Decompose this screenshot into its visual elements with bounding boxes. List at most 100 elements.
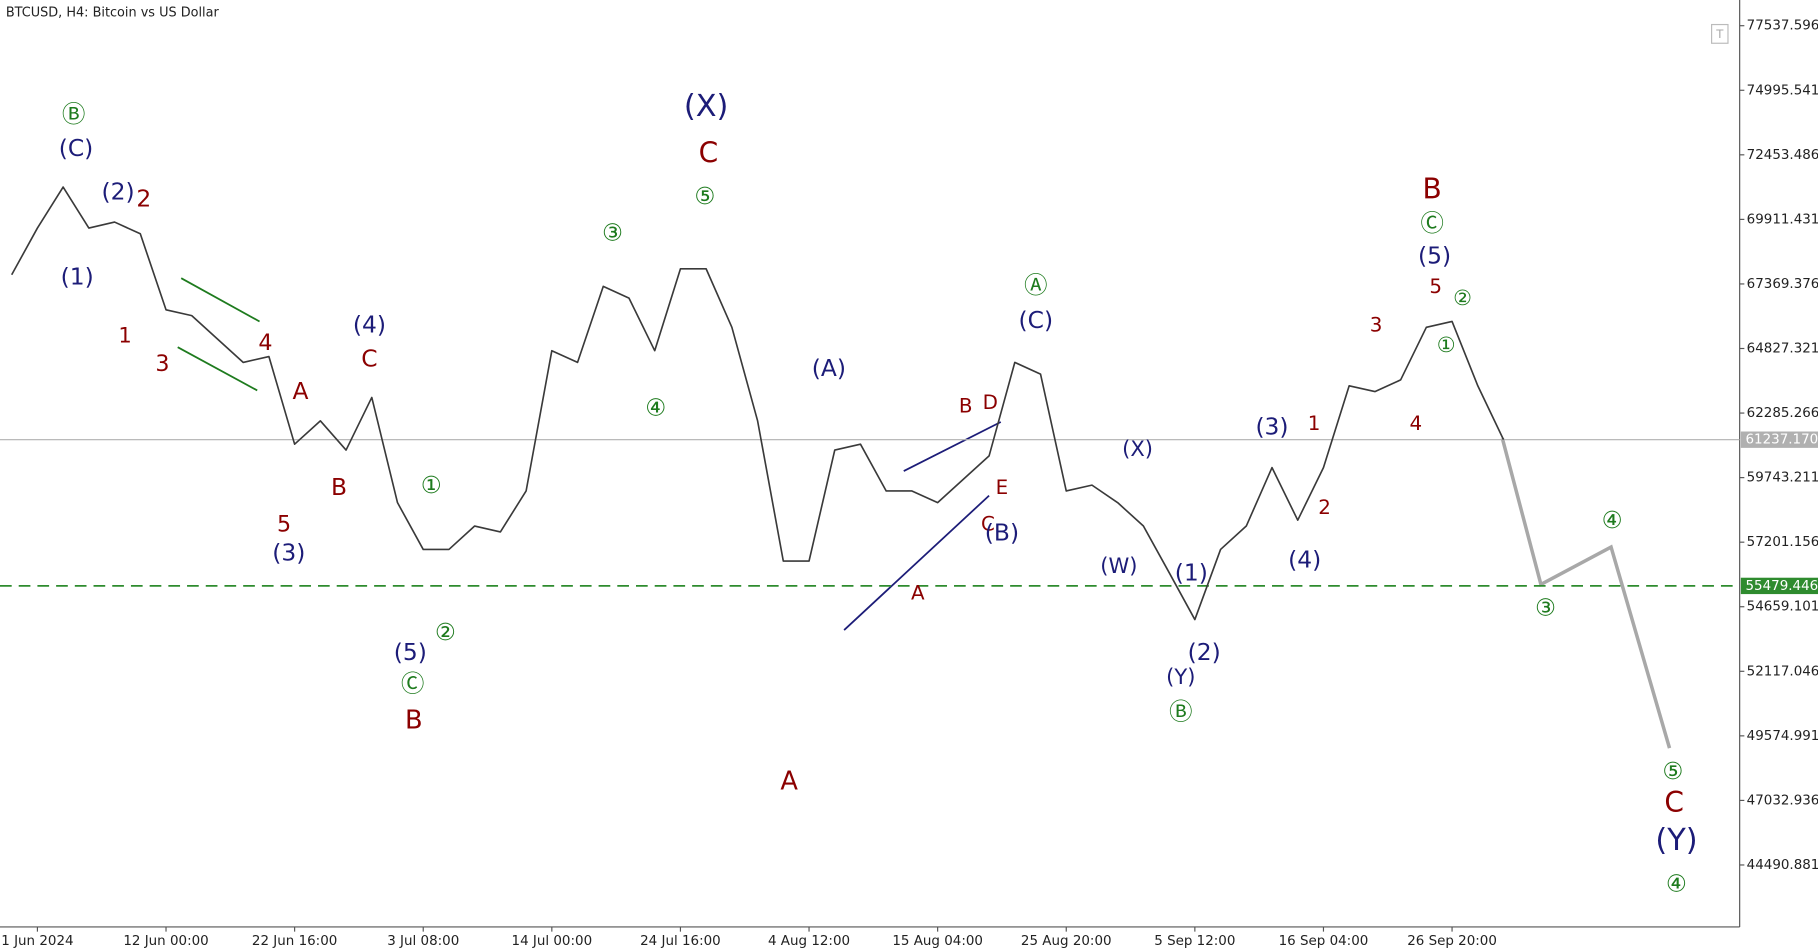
triangle-line bbox=[903, 421, 1002, 472]
x-tick-label: 3 Jul 08:00 bbox=[387, 934, 459, 948]
wave-label: (Y) bbox=[1166, 664, 1195, 689]
y-tick-label: 64827.321 bbox=[1747, 342, 1818, 357]
wave-label: (5) bbox=[1418, 242, 1451, 270]
x-tick-label: 15 Aug 04:00 bbox=[892, 934, 983, 948]
wave-label: (4) bbox=[353, 311, 386, 339]
wave-label: ③ bbox=[602, 218, 623, 246]
price-line bbox=[10, 186, 1505, 621]
wave-label: (1) bbox=[1175, 558, 1208, 586]
x-tick-label: 16 Sep 04:00 bbox=[1279, 934, 1369, 948]
y-tick-label: 72453.486 bbox=[1747, 148, 1818, 163]
wave-label: (2) bbox=[102, 177, 135, 205]
y-tick-label: 49574.991 bbox=[1747, 729, 1818, 744]
y-tick-label: 62285.266 bbox=[1747, 406, 1818, 421]
wave-label: E bbox=[996, 476, 1009, 499]
channel-line bbox=[177, 346, 258, 392]
wave-label: (C) bbox=[1019, 306, 1054, 334]
wave-label: (4) bbox=[1288, 546, 1321, 574]
y-tick-label: 57201.156 bbox=[1747, 535, 1818, 550]
y-tick-label: 47032.936 bbox=[1747, 793, 1818, 808]
wave-label: (W) bbox=[1100, 553, 1137, 578]
wave-label: 1 bbox=[1308, 412, 1321, 435]
x-tick-label: 4 Aug 12:00 bbox=[768, 934, 850, 948]
wave-label: 2 bbox=[1318, 496, 1331, 519]
current-price-label: 61237.170 bbox=[1746, 433, 1818, 448]
projection-path bbox=[1500, 437, 1672, 749]
wave-label: ④ bbox=[1666, 869, 1687, 897]
wave-label: ⑤ bbox=[695, 182, 716, 210]
x-tick-label: 14 Jul 00:00 bbox=[512, 934, 593, 948]
level-label: 55479.446 bbox=[1746, 579, 1818, 594]
wave-label: A bbox=[911, 581, 925, 604]
wave-label: A bbox=[780, 767, 798, 797]
wave-label: (3) bbox=[272, 539, 305, 567]
x-tick-label: 12 Jun 00:00 bbox=[123, 934, 208, 948]
wave-label: Ⓑ bbox=[1169, 698, 1192, 726]
wave-label: Ⓑ bbox=[62, 100, 85, 128]
wave-label: B bbox=[405, 706, 423, 736]
x-tick-label: 26 Sep 20:00 bbox=[1407, 934, 1497, 948]
wave-label: (1) bbox=[61, 263, 94, 291]
wave-label: B bbox=[1423, 173, 1442, 206]
wave-label: (C) bbox=[59, 134, 94, 162]
wave-label: 4 bbox=[1409, 412, 1422, 435]
channel-line bbox=[180, 277, 260, 323]
y-tick-label: 74995.541 bbox=[1747, 83, 1818, 98]
wave-label: 5 bbox=[277, 511, 291, 537]
x-tick-label: 24 Jul 16:00 bbox=[640, 934, 721, 948]
trade-button[interactable] bbox=[1711, 23, 1729, 44]
wave-label: 5 bbox=[1429, 275, 1442, 298]
wave-label: 4 bbox=[258, 330, 272, 356]
wave-label: Ⓒ bbox=[1420, 209, 1443, 237]
x-tick-label: 1 Jun 2024 bbox=[1, 934, 73, 948]
y-tick-label: 44490.881 bbox=[1747, 858, 1818, 873]
wave-label: (X) bbox=[1122, 436, 1153, 461]
wave-label: ② bbox=[1453, 285, 1472, 310]
wave-label: ④ bbox=[1602, 506, 1623, 534]
wave-label: (A) bbox=[812, 354, 846, 382]
triangle-line bbox=[843, 494, 990, 631]
wave-label: 3 bbox=[1370, 314, 1383, 337]
current-price-box bbox=[1740, 431, 1818, 448]
wave-label: C bbox=[1664, 786, 1684, 819]
wave-label: ② bbox=[435, 618, 456, 646]
wave-label: B bbox=[331, 473, 347, 501]
wave-label: ① bbox=[421, 471, 442, 499]
trade-button-icon[interactable]: T bbox=[1715, 27, 1724, 41]
y-tick-label: 59743.211 bbox=[1747, 471, 1818, 486]
wave-label: A bbox=[292, 377, 308, 405]
wave-label: C bbox=[981, 512, 995, 535]
wave-label: (B) bbox=[985, 519, 1019, 547]
wave-label: (Y) bbox=[1655, 823, 1697, 858]
wave-label: ③ bbox=[1535, 594, 1556, 622]
y-tick-label: 69911.431 bbox=[1747, 212, 1818, 227]
x-tick-label: 22 Jun 16:00 bbox=[252, 934, 337, 948]
wave-label: C bbox=[699, 136, 719, 169]
y-tick-label: 67369.376 bbox=[1747, 277, 1818, 292]
wave-label: C bbox=[361, 345, 377, 373]
wave-label: Ⓐ bbox=[1024, 271, 1047, 299]
wave-label: (2) bbox=[1188, 638, 1221, 666]
chart-title: BTCUSD, H4: Bitcoin vs US Dollar bbox=[6, 5, 220, 20]
y-tick-label: 52117.046 bbox=[1747, 664, 1818, 679]
wave-label: ⑤ bbox=[1663, 757, 1684, 785]
wave-label: (5) bbox=[394, 638, 427, 666]
wave-label: D bbox=[983, 391, 998, 414]
wave-label: 3 bbox=[155, 351, 169, 377]
wave-label: 2 bbox=[136, 184, 151, 212]
wave-label: (X) bbox=[684, 89, 729, 124]
wave-label: ④ bbox=[645, 394, 666, 422]
wave-label: ① bbox=[1437, 332, 1456, 357]
wave-label: (3) bbox=[1255, 412, 1288, 440]
y-tick-label: 54659.101 bbox=[1747, 600, 1818, 615]
wave-label: 1 bbox=[118, 323, 131, 348]
x-tick-label: 25 Aug 20:00 bbox=[1021, 934, 1112, 948]
wave-label: B bbox=[959, 394, 973, 417]
level-box bbox=[1740, 577, 1818, 595]
x-tick-label: 5 Sep 12:00 bbox=[1154, 934, 1235, 948]
wave-label: Ⓒ bbox=[401, 669, 424, 697]
y-tick-label: 77537.596 bbox=[1747, 19, 1818, 34]
